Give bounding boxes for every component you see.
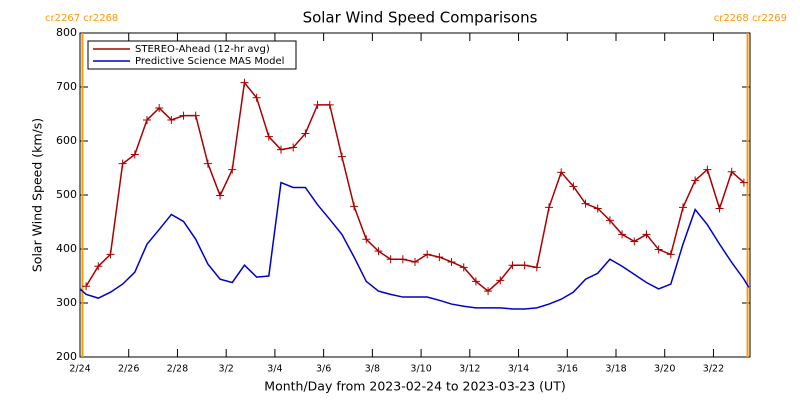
point-marker [313,100,322,109]
point-marker [593,204,602,213]
point-marker [143,115,151,124]
x-tick-label: 2/28 [167,364,188,375]
x-tick-label: 3/14 [508,364,529,375]
point-marker [362,235,371,244]
point-marker [666,250,675,259]
point-marker [679,203,687,212]
point-marker [545,203,553,212]
point-marker [203,159,212,168]
point-marker [130,150,139,159]
point-marker [94,262,103,271]
y-tick-label: 500 [56,188,77,201]
point-marker [459,263,468,272]
point-marker [386,255,395,264]
x-tick-label: 3/6 [316,364,331,375]
point-marker [252,93,261,102]
point-marker [337,152,346,161]
point-marker [155,104,164,113]
point-marker [581,199,590,208]
point-marker [435,253,444,262]
x-tick-label: 3/8 [365,364,380,375]
point-marker [374,247,383,256]
point-marker [691,176,700,185]
point-marker [715,204,724,213]
point-marker [532,263,541,272]
point-marker [423,250,432,259]
x-tick-label: 3/18 [605,364,626,375]
y-tick-label: 300 [56,296,77,309]
legend-label: Predictive Science MAS Model [135,56,284,67]
point-marker [350,202,359,211]
point-marker [277,145,285,154]
y-tick-label: 700 [56,80,77,93]
point-marker [167,115,176,124]
legend-label: STEREO-Ahead (12-hr avg) [135,44,270,55]
point-marker [703,165,712,174]
point-marker [264,132,273,141]
x-tick-label: 3/2 [219,364,234,375]
legend: STEREO-Ahead (12-hr avg)Predictive Scien… [87,40,297,70]
x-tick-label: 3/16 [557,364,578,375]
point-marker [216,191,225,200]
carrington-label: cr2268 cr2269 [714,13,787,24]
carrington-label: cr2267 cr2268 [45,13,118,24]
point-marker [398,255,407,264]
point-marker [301,129,310,138]
point-marker [630,237,639,246]
point-marker [179,111,188,120]
x-tick-label: 2/24 [69,364,90,375]
point-marker [106,250,115,259]
y-axis-label: Solar Wind Speed (km/s) [30,118,45,272]
point-marker [471,277,480,286]
point-marker [447,257,456,266]
point-marker [289,143,298,152]
y-tick-label: 400 [56,242,77,255]
point-marker [118,159,127,168]
x-axis-label: Month/Day from 2023-02-24 to 2023-03-23 … [264,379,565,394]
legend-box [87,40,297,70]
x-tick-label: 3/10 [410,364,431,375]
point-marker [191,111,200,120]
x-tick-label: 3/4 [267,364,282,375]
y-tick-label: 800 [56,26,77,39]
point-marker [228,165,237,174]
point-marker [605,216,614,225]
x-tick-label: 3/20 [654,364,675,375]
point-marker [240,78,249,87]
y-tick-label: 200 [56,350,77,363]
point-marker [642,230,651,239]
point-marker [496,276,505,285]
x-tick-label: 3/12 [459,364,480,375]
point-marker [520,261,529,270]
point-marker [325,100,334,109]
point-marker [411,257,419,266]
point-marker [557,168,566,177]
point-marker [82,282,91,291]
x-tick-label: 2/26 [118,364,139,375]
series-line [79,181,750,310]
x-tick-label: 3/22 [703,364,724,375]
point-marker [569,182,578,191]
point-marker [618,230,627,239]
point-marker [654,245,663,254]
y-tick-label: 600 [56,134,77,147]
point-marker [739,178,748,187]
point-marker [508,261,517,270]
chart-title: Solar Wind Speed Comparisons [303,9,538,27]
point-marker [484,287,493,296]
point-marker [727,167,736,176]
